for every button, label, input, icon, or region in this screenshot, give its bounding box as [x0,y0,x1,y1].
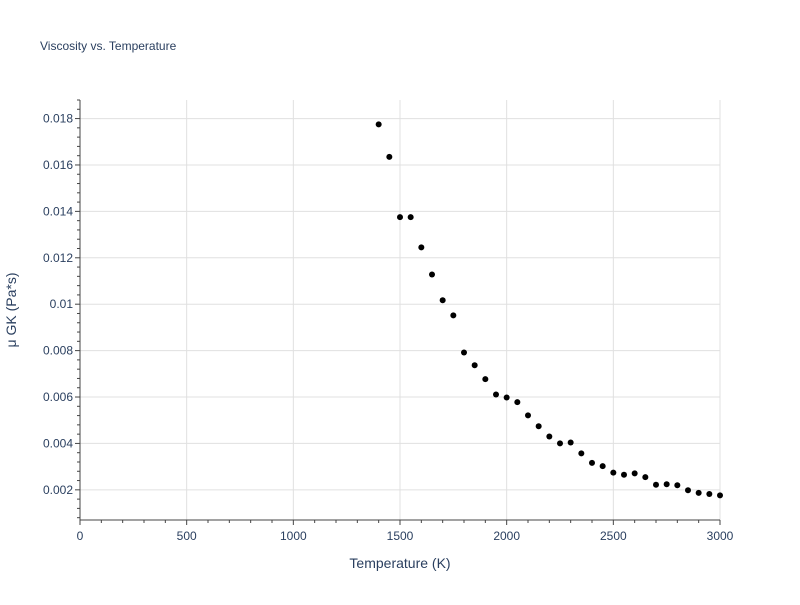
x-tick-label: 0 [77,529,84,543]
y-axis-title: μ GK (Pa*s) [3,273,19,348]
x-tick-label: 1500 [387,529,414,543]
data-point [525,412,531,419]
data-point [503,394,510,401]
data-point [621,471,627,478]
data-point [471,362,478,369]
grid [80,100,721,520]
data-point [546,433,553,440]
data-point [599,463,606,470]
data-point [557,440,563,447]
chart-title: Viscosity vs. Temperature [40,39,177,53]
data-point [429,271,435,278]
data-point [706,491,713,498]
x-axis-title: Temperature (K) [349,555,450,571]
data-point [493,391,499,398]
y-tick-label: 0.008 [43,344,73,358]
x-tick-label: 1000 [280,529,307,543]
y-tick-label: 0.002 [43,483,73,497]
y-tick-label: 0.014 [43,204,73,218]
data-point [610,469,617,476]
data-point [397,214,403,221]
data-point [642,474,649,481]
data-point [535,423,542,430]
data-point [482,376,489,383]
data-point [695,489,702,496]
data-point [674,482,681,489]
data-point [685,487,691,494]
y-tick-label: 0.006 [43,390,73,404]
x-tick-label: 500 [177,529,197,543]
data-point [439,297,446,304]
data-points [375,121,723,499]
data-point [514,399,521,406]
x-tick-label: 2500 [600,529,627,543]
axes: 0 500 1000 1500 2000 2500 3000 0.002 0.004 0.006 0… [43,99,734,543]
data-point [663,481,670,488]
data-point [375,121,382,128]
data-point [461,349,467,356]
data-point [450,312,457,319]
y-tick-label: 0.018 [43,112,73,126]
data-point [578,450,585,457]
data-point [589,459,595,466]
y-tick-label: 0.004 [43,436,73,450]
data-point [567,439,574,446]
y-tick-label: 0.012 [43,251,73,265]
data-point [717,492,723,499]
y-tick-label: 0.016 [43,158,73,172]
data-point [386,153,393,160]
x-tick-label: 2000 [493,529,520,543]
data-point [653,481,659,488]
data-point [631,470,638,477]
data-point [418,244,425,251]
y-tick-label: 0.01 [50,297,74,311]
data-point [407,214,414,221]
x-tick-label: 3000 [707,529,734,543]
